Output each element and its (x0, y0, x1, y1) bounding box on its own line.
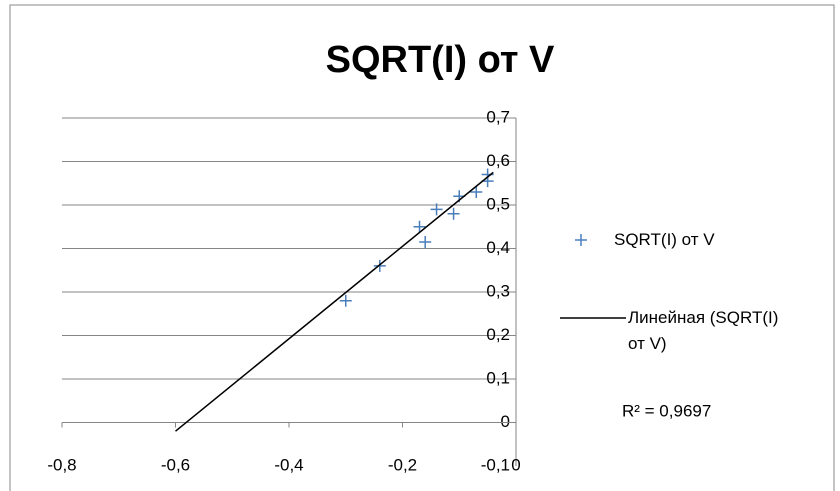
data-point (413, 220, 426, 233)
x-tick-label: -0,4 (274, 455, 303, 474)
trendline (175, 171, 494, 432)
x-tick-label: -0,8 (47, 455, 76, 474)
data-point (447, 207, 460, 220)
legend-label: SQRT(I) от V (614, 230, 715, 249)
data-point (470, 185, 483, 198)
data-point (339, 294, 352, 307)
y-tick-label: 0,5 (486, 194, 510, 213)
y-tick-label: 0,2 (486, 325, 510, 344)
x-tick-label: -0,6 (161, 455, 190, 474)
data-point (430, 203, 443, 216)
y-tick-label: 0,4 (486, 238, 510, 257)
y-tick-label: 0,7 (486, 107, 510, 126)
y-tick-label: -0,1 (481, 455, 510, 474)
r2-label: R² = 0,9697 (622, 401, 711, 420)
y-tick-label: 0,3 (486, 281, 510, 300)
legend-label: Линейная (SQRT(I) от V) (628, 308, 779, 353)
y-tick-label: 0,1 (486, 368, 510, 387)
chart-title: SQRT(I) от V (326, 39, 555, 81)
y-tick-label: 0,6 (486, 151, 510, 170)
data-point (373, 259, 386, 272)
x-tick-label: -0,2 (388, 455, 417, 474)
y-tick-label: 0 (501, 412, 510, 431)
x-tick-label: 0 (511, 455, 520, 474)
legend-marker (575, 234, 587, 246)
data-point (419, 235, 432, 248)
